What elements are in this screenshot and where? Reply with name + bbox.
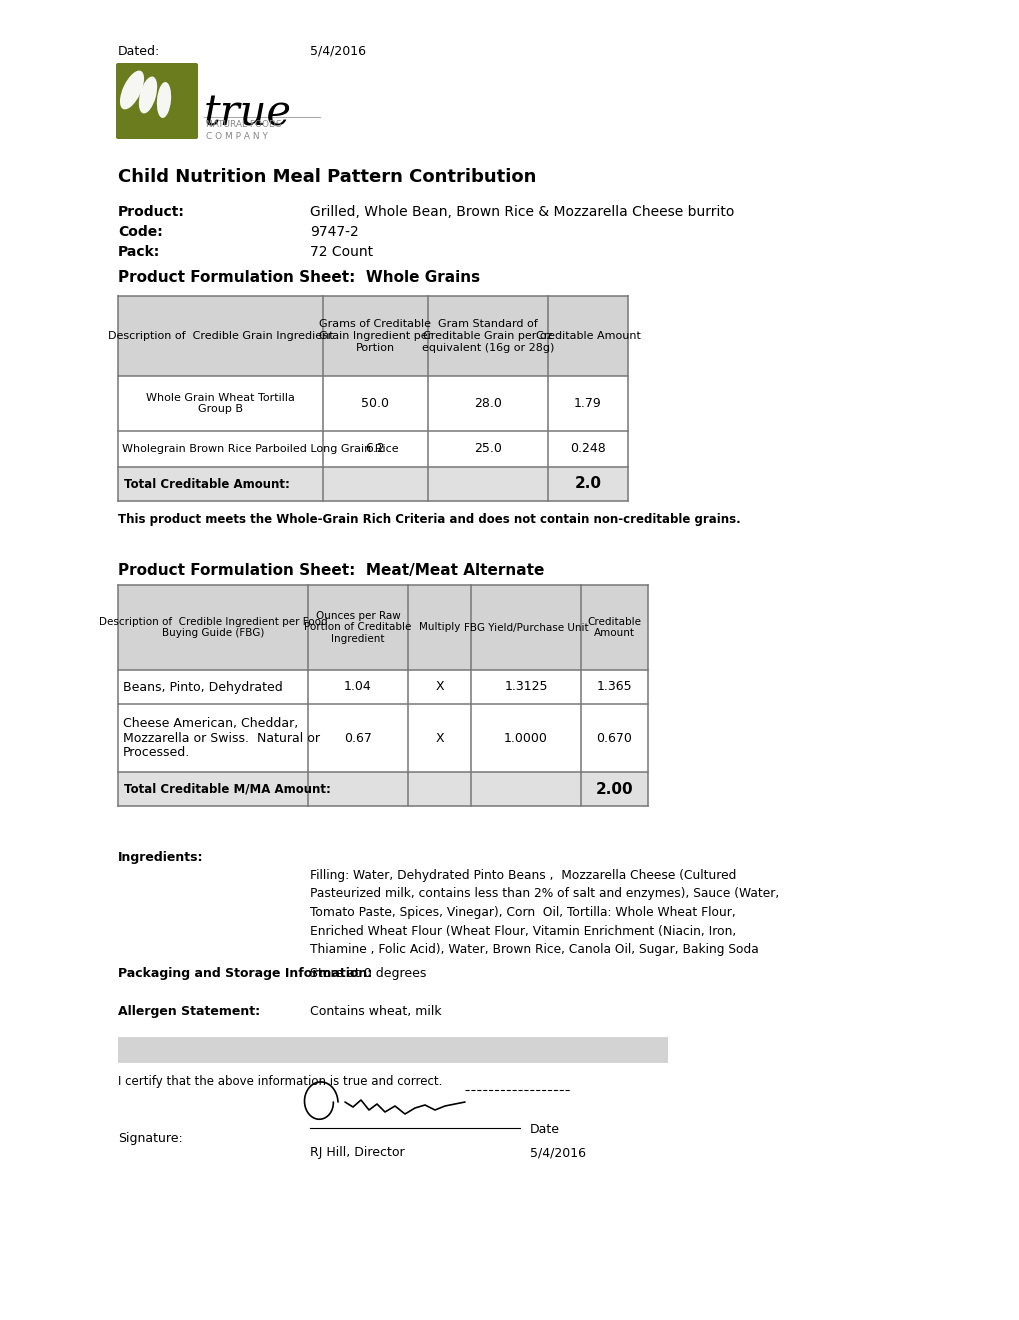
Text: 50.0: 50.0: [361, 397, 389, 411]
Text: 1.365: 1.365: [596, 681, 632, 693]
Text: Grilled, Whole Bean, Brown Rice & Mozzarella Cheese burrito: Grilled, Whole Bean, Brown Rice & Mozzar…: [310, 205, 734, 219]
Text: Child Nutrition Meal Pattern Contribution: Child Nutrition Meal Pattern Contributio…: [118, 168, 536, 186]
Text: Multiply: Multiply: [419, 623, 460, 632]
Text: Creditable Amount: Creditable Amount: [535, 331, 640, 341]
Text: Packaging and Storage Information:: Packaging and Storage Information:: [118, 968, 372, 979]
Text: X: X: [435, 681, 443, 693]
Text: NATURAL FOODS
C O M P A N Y: NATURAL FOODS C O M P A N Y: [206, 120, 281, 141]
Text: Pack:: Pack:: [118, 246, 160, 259]
Text: 28.0: 28.0: [474, 397, 501, 411]
Text: 1.0000: 1.0000: [503, 731, 547, 744]
Text: Product:: Product:: [118, 205, 184, 219]
Text: 5/4/2016: 5/4/2016: [530, 1146, 586, 1159]
Text: 0.670: 0.670: [596, 731, 632, 744]
Text: I certify that the above information is true and correct.: I certify that the above information is …: [118, 1074, 442, 1088]
Text: Ounces per Raw
Portion of Creditable
Ingredient: Ounces per Raw Portion of Creditable Ing…: [304, 611, 412, 644]
Text: Ingredients:: Ingredients:: [118, 851, 204, 865]
Text: Signature:: Signature:: [118, 1133, 182, 1144]
Ellipse shape: [120, 70, 144, 110]
Text: 2.0: 2.0: [574, 477, 601, 491]
Text: RJ Hill, Director: RJ Hill, Director: [310, 1146, 405, 1159]
Text: Product Formulation Sheet:  Meat/Meat Alternate: Product Formulation Sheet: Meat/Meat Alt…: [118, 564, 544, 578]
Text: 1.3125: 1.3125: [503, 681, 547, 693]
Text: Beans, Pinto, Dehydrated: Beans, Pinto, Dehydrated: [123, 681, 282, 693]
Bar: [118, 1038, 667, 1063]
Text: 1.04: 1.04: [343, 681, 372, 693]
Text: Grams of Creditable
Grain Ingredient per
Portion: Grams of Creditable Grain Ingredient per…: [319, 319, 432, 352]
Text: Description of  Credible Grain Ingredient: Description of Credible Grain Ingredient: [108, 331, 333, 341]
Bar: [118, 296, 628, 376]
Bar: [118, 772, 647, 807]
Ellipse shape: [157, 82, 171, 117]
Text: Product Formulation Sheet:  Whole Grains: Product Formulation Sheet: Whole Grains: [118, 271, 480, 285]
Text: Allergen Statement:: Allergen Statement:: [118, 1005, 260, 1018]
Text: 9747-2: 9747-2: [310, 224, 359, 239]
Text: true: true: [204, 92, 291, 135]
Text: Total Creditable M/MA Amount:: Total Creditable M/MA Amount:: [124, 783, 330, 796]
Text: X: X: [435, 731, 443, 744]
Bar: [118, 585, 647, 671]
Text: 72 Count: 72 Count: [310, 246, 373, 259]
Text: Wholegrain Brown Rice Parboiled Long Grain Rice: Wholegrain Brown Rice Parboiled Long Gra…: [122, 444, 398, 454]
Text: FBG Yield/Purchase Unit: FBG Yield/Purchase Unit: [464, 623, 588, 632]
Text: This product meets the Whole-Grain Rich Criteria and does not contain non-credit: This product meets the Whole-Grain Rich …: [118, 513, 740, 525]
Ellipse shape: [139, 77, 157, 114]
Text: 5/4/2016: 5/4/2016: [310, 45, 366, 58]
Text: 1.79: 1.79: [574, 397, 601, 411]
Text: Store at 0 degrees: Store at 0 degrees: [310, 968, 426, 979]
Bar: [118, 467, 628, 502]
Text: Gram Standard of
Creditable Grain per oz
equivalent (16g or 28g): Gram Standard of Creditable Grain per oz…: [422, 319, 553, 352]
Text: Contains wheat, milk: Contains wheat, milk: [310, 1005, 441, 1018]
Text: Total Creditable Amount:: Total Creditable Amount:: [124, 478, 289, 491]
FancyBboxPatch shape: [116, 63, 198, 139]
Text: 6.2: 6.2: [365, 442, 385, 455]
Text: Cheese American, Cheddar,
Mozzarella or Swiss.  Natural or
Processed.: Cheese American, Cheddar, Mozzarella or …: [123, 717, 320, 759]
Text: Dated:: Dated:: [118, 45, 160, 58]
Text: 25.0: 25.0: [474, 442, 501, 455]
Text: Whole Grain Wheat Tortilla
Group B: Whole Grain Wheat Tortilla Group B: [146, 393, 294, 414]
Text: Description of  Credible Ingredient per Food
Buying Guide (FBG): Description of Credible Ingredient per F…: [99, 616, 327, 639]
Text: Filling: Water, Dehydrated Pinto Beans ,  Mozzarella Cheese (Cultured
Pasteurize: Filling: Water, Dehydrated Pinto Beans ,…: [310, 869, 779, 956]
Text: 0.67: 0.67: [343, 731, 372, 744]
Text: Creditable
Amount: Creditable Amount: [587, 616, 641, 639]
Text: Date: Date: [530, 1123, 559, 1137]
Text: 2.00: 2.00: [595, 781, 633, 796]
Text: Code:: Code:: [118, 224, 163, 239]
Text: 0.248: 0.248: [570, 442, 605, 455]
